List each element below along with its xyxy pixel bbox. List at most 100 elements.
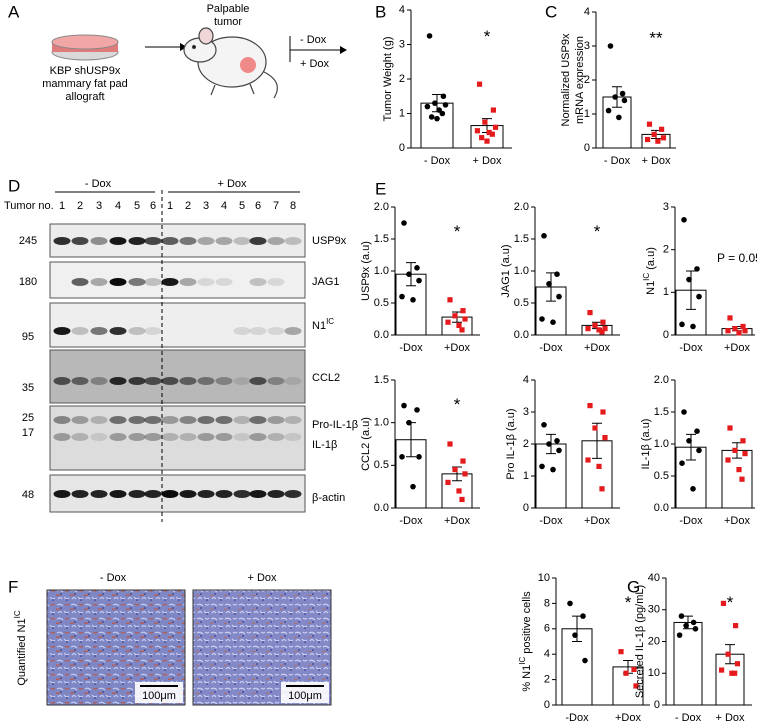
mouse: [183, 27, 278, 99]
lane-number: 3: [96, 200, 102, 212]
blot-band: [267, 237, 285, 245]
y-tick-label: 4: [544, 648, 550, 660]
scale-label: 100μm: [288, 690, 322, 702]
data-point: [651, 131, 657, 137]
y-tick-label: 10: [538, 572, 550, 584]
data-point: [678, 613, 685, 619]
blot-band: [233, 416, 251, 424]
data-point: [490, 107, 496, 113]
data-point: [618, 649, 624, 655]
data-point: [556, 293, 562, 300]
protein-label-text: N1: [312, 320, 326, 332]
blot-band: [128, 377, 146, 385]
data-point: [600, 409, 606, 415]
data-point: [416, 277, 422, 284]
blot-band: [128, 327, 146, 335]
y-tick-label: 0.5: [654, 470, 669, 482]
data-point: [410, 483, 416, 490]
blot-band: [53, 377, 71, 385]
y-tick-label: 0: [663, 329, 669, 341]
y-tick-label: 0: [654, 699, 660, 711]
data-point: [645, 136, 651, 143]
y-tick-label: 2: [544, 674, 550, 686]
data-point: [619, 90, 626, 97]
y-tick-label: 0: [544, 699, 550, 711]
y-axis-label: IL-1β (a.u): [640, 419, 652, 470]
panel-label: D: [8, 176, 20, 195]
blot-band: [71, 278, 89, 286]
protein-label: CCL2: [312, 372, 340, 384]
y-axis-label-text: % N1: [521, 665, 533, 692]
data-point: [602, 326, 608, 332]
protein-label: IL-1β: [312, 439, 337, 451]
blot-band: [215, 377, 233, 385]
blot-band: [71, 490, 89, 498]
blot-band: [249, 416, 267, 424]
y-tick-label: 8: [544, 597, 550, 609]
data-point: [585, 457, 591, 463]
data-point: [424, 103, 431, 110]
data-point: [694, 266, 700, 272]
blot-band: [90, 416, 108, 424]
y-axis-label-text: CCL2 (a.u): [360, 417, 372, 471]
scale-label: 100μm: [142, 690, 176, 702]
blot-band: [109, 327, 127, 335]
lane-number: 4: [115, 200, 121, 212]
y-tick-label: 0.0: [374, 329, 389, 341]
blot-band: [267, 490, 285, 498]
group-label: - Dox: [85, 178, 112, 190]
y-axis-label-text: IL-1β (a.u): [640, 419, 652, 470]
data-point: [742, 328, 748, 334]
schematic-text: mammary fat pad: [42, 78, 128, 90]
schematic-text: tumor: [214, 16, 242, 28]
y-tick-label: 4: [584, 6, 590, 18]
y-axis-label-sup: IC: [642, 273, 651, 281]
blot-band: [267, 278, 285, 286]
y-axis-label: Pro IL-1β (a.u): [505, 408, 517, 479]
x-tick-label: -Dox: [399, 342, 423, 354]
blot-band: [284, 327, 302, 335]
image-ylabel: Quantified N1IC: [13, 610, 28, 685]
x-tick-label: + Dox: [641, 155, 671, 167]
data-point: [474, 128, 480, 134]
blot-band: [90, 237, 108, 245]
data-point: [414, 407, 420, 413]
data-point: [659, 126, 665, 132]
protein-label-sup: IC: [326, 317, 334, 326]
molecular-weight: 17: [22, 427, 34, 439]
blot-band: [144, 433, 162, 441]
x-tick-label: - Dox: [424, 155, 451, 167]
data-point: [556, 447, 562, 454]
data-point: [539, 316, 545, 322]
y-tick-label: 1: [663, 286, 669, 298]
x-tick-label: +Dox: [444, 342, 470, 354]
blot-band: [53, 433, 71, 441]
y-tick-label: 1: [523, 470, 529, 482]
panel-label: G: [627, 577, 640, 596]
blot-band: [71, 416, 89, 424]
significance: *: [454, 395, 461, 414]
blot-band: [71, 327, 89, 335]
y-tick-label: 0: [584, 142, 590, 154]
schematic-text: Palpable: [207, 3, 250, 15]
panel-label: B: [375, 2, 386, 21]
data-point: [414, 265, 420, 271]
x-tick-label: +Dox: [724, 515, 750, 527]
schematic-text: allograft: [65, 91, 104, 103]
blot-band: [179, 416, 197, 424]
significance: P = 0.059: [717, 251, 757, 265]
y-tick-label: 20: [648, 635, 660, 647]
data-point: [733, 623, 739, 629]
data-point: [592, 322, 598, 328]
data-point: [447, 441, 453, 447]
data-point: [740, 323, 746, 330]
data-point: [492, 124, 499, 130]
significance: *: [727, 593, 734, 612]
y-tick-label: 2: [399, 73, 405, 85]
lane-number: 8: [290, 200, 296, 212]
blot-band: [197, 278, 215, 286]
data-point: [676, 632, 683, 638]
data-point: [592, 425, 598, 431]
blot-band: [53, 490, 71, 498]
